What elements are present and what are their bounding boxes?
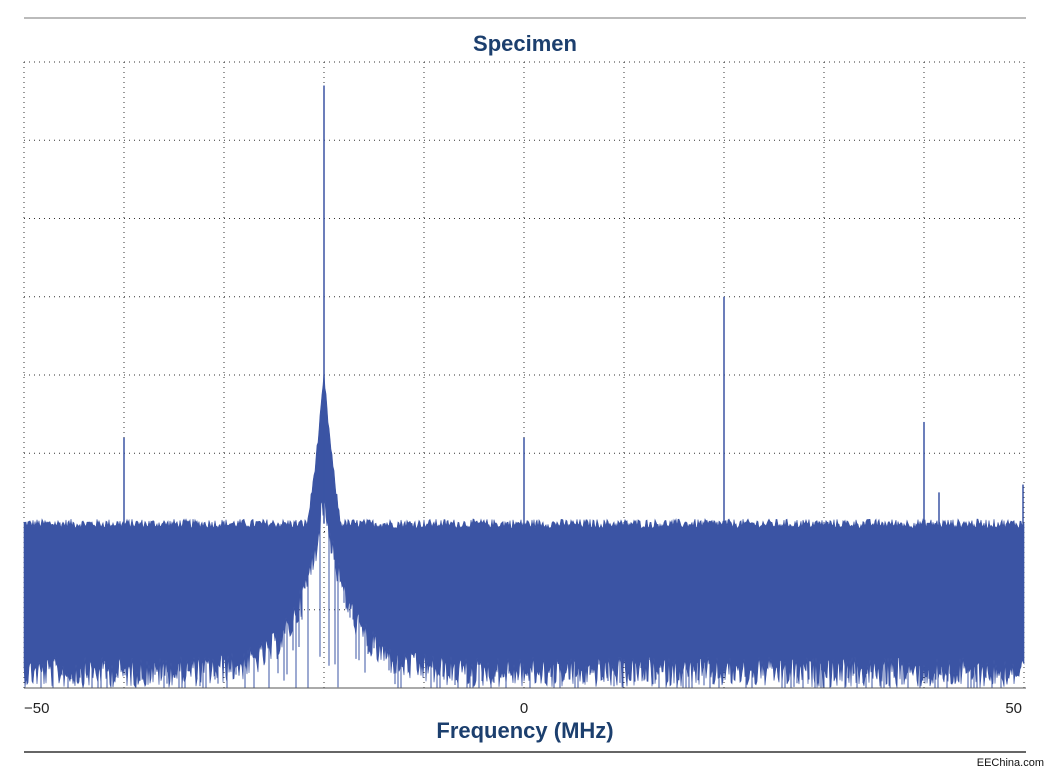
- x-axis-label: Frequency (MHz): [436, 718, 613, 743]
- x-tick-label: 0: [520, 700, 528, 717]
- chart-title: Specimen: [473, 31, 577, 56]
- x-tick-label: 50: [1005, 700, 1022, 717]
- spectrum-series: [23, 85, 1025, 689]
- x-tick-label: −50: [24, 700, 49, 717]
- x-ticks: −50 0 50: [24, 700, 1022, 717]
- noise-band: [23, 371, 1025, 689]
- watermark: EEChina.com: [977, 757, 1044, 769]
